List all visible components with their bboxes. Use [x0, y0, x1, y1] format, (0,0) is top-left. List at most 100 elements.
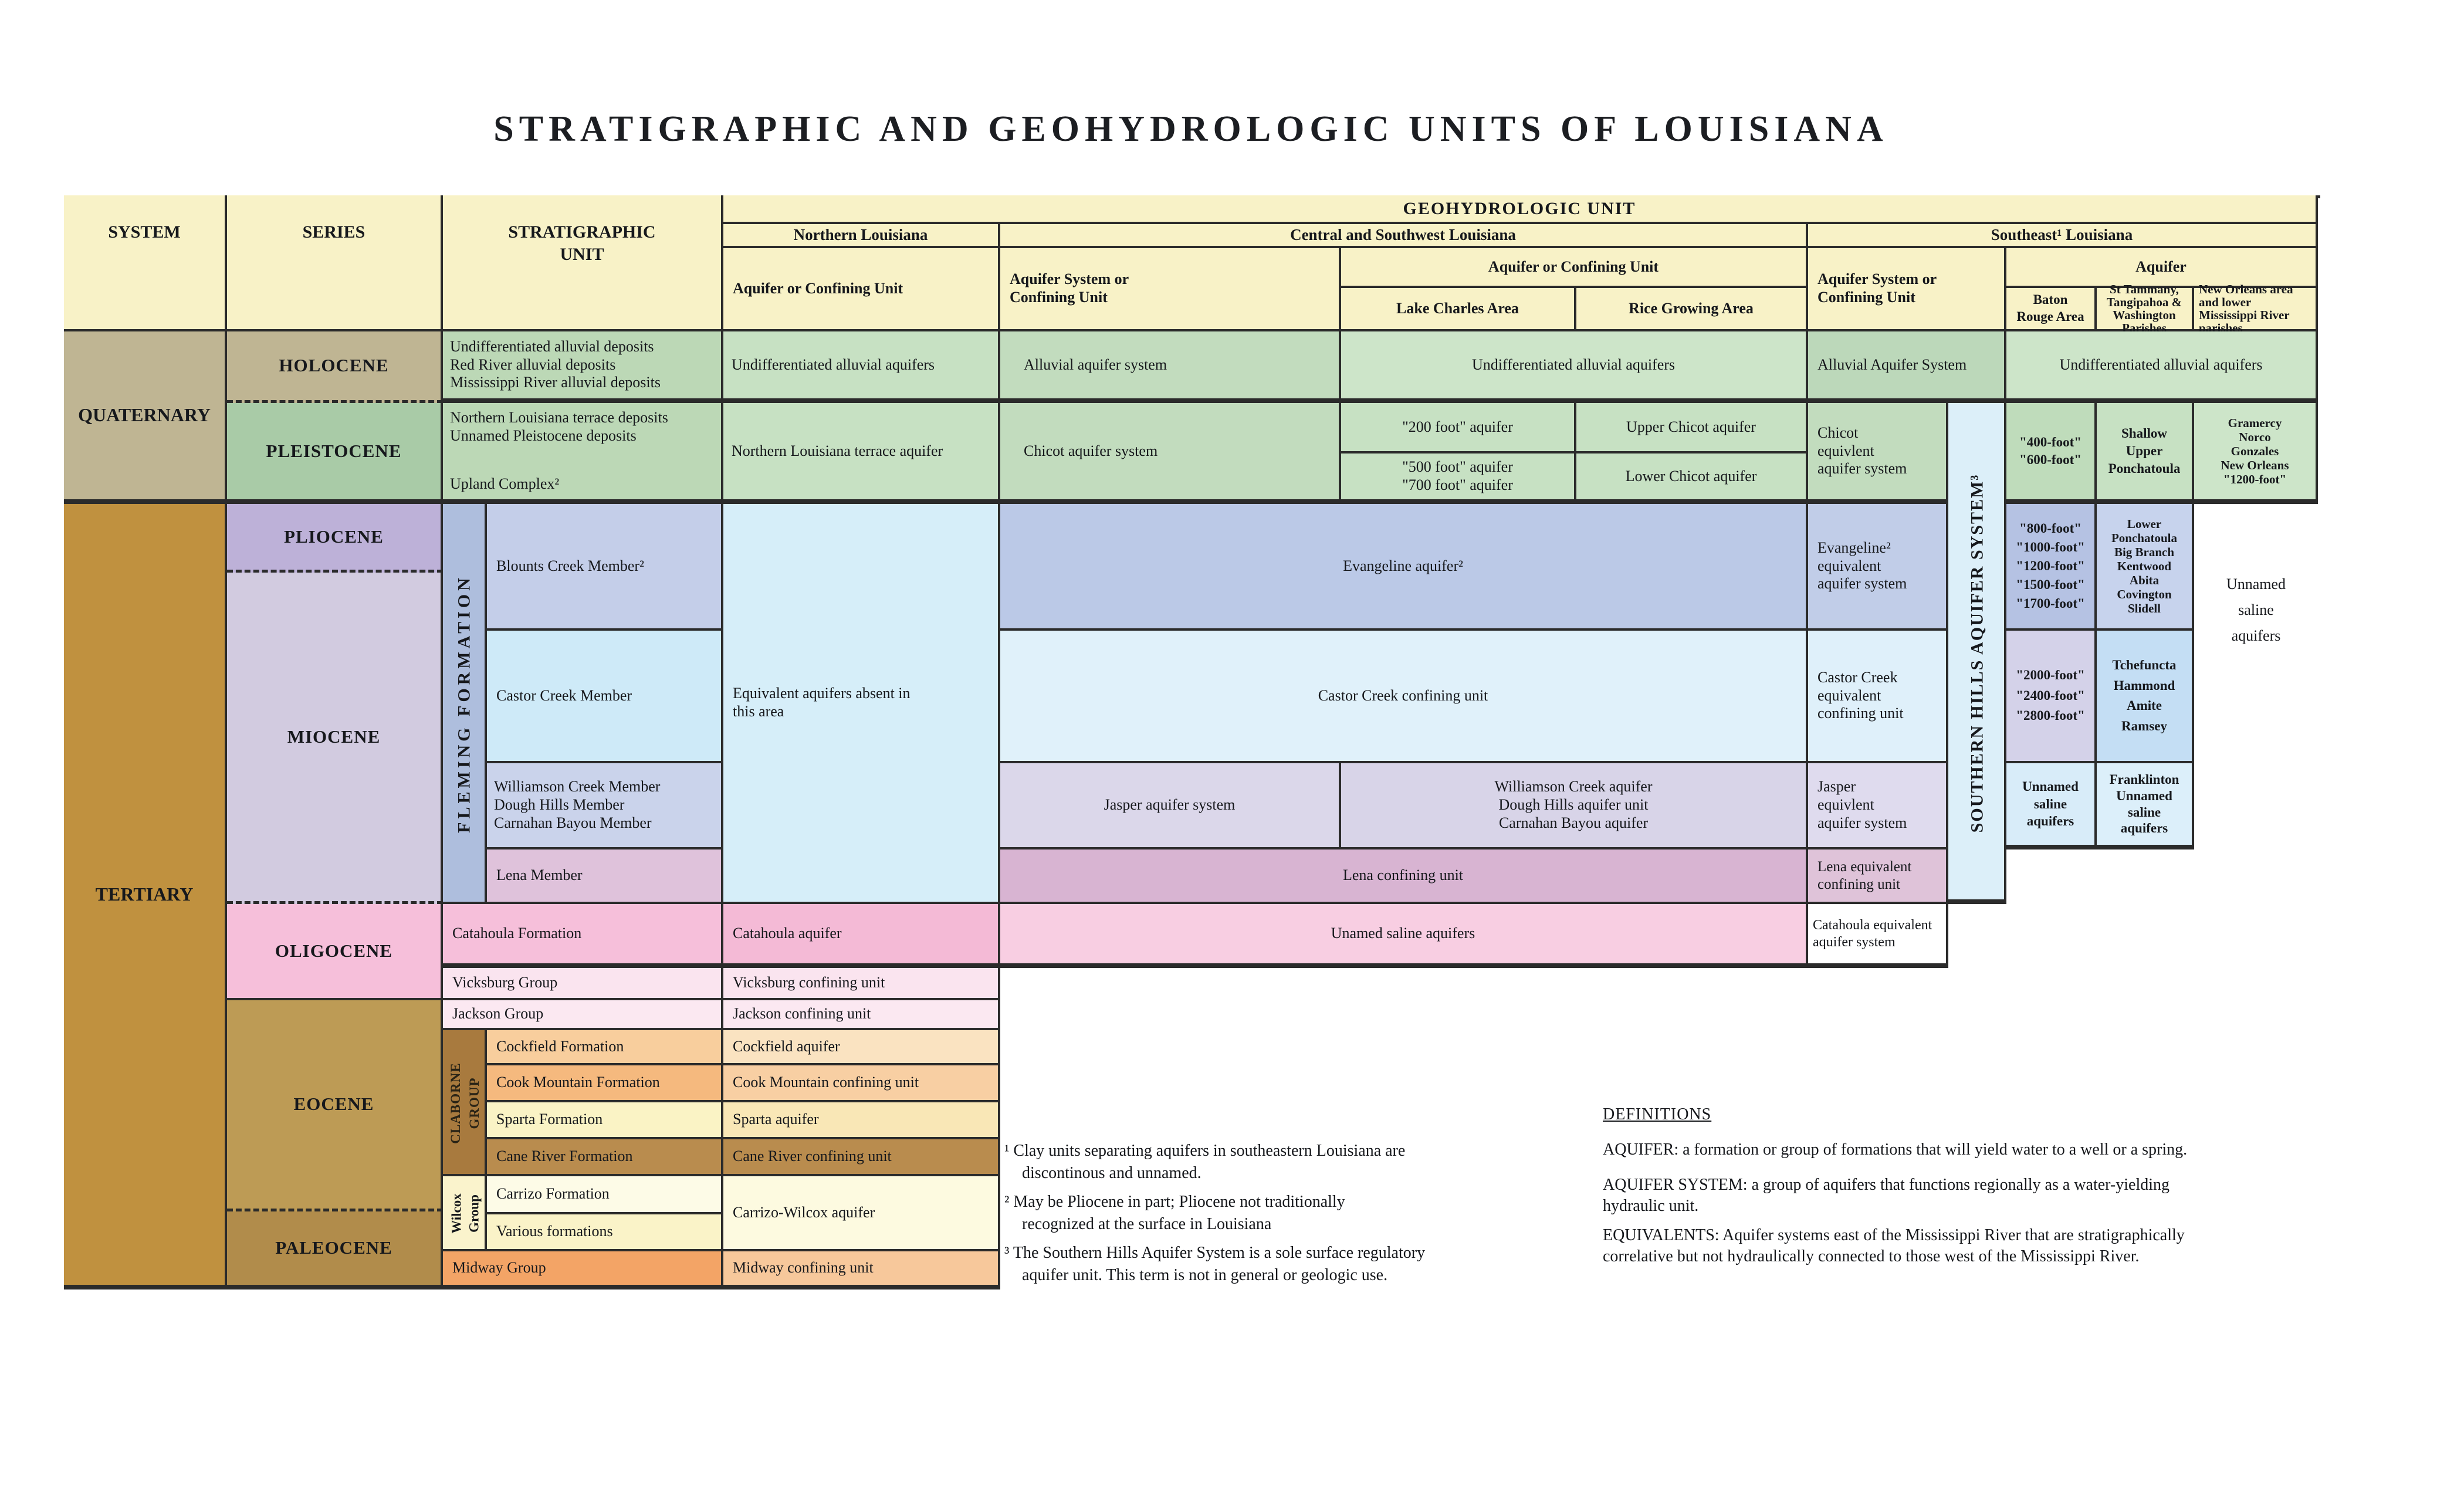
central-undiff-alluvial-aquifers: Undifferentiated alluvial aquifers [1341, 331, 1808, 403]
header-lake-charles-area: Lake Charles Area [1341, 288, 1576, 331]
se-lena-equivalent-confining: Lena equivalent confining unit [1808, 849, 1948, 904]
definition-equivalents: EQUIVALENTS: Aquifer systems east of the… [1603, 1226, 2185, 1266]
central-castor-creek-confining: Castor Creek confining unit [1000, 631, 1808, 763]
header-southeast-louisiana: Southeast¹ Louisiana [1808, 224, 2318, 248]
strat-cockfield-formation: Cockfield Formation [487, 1030, 723, 1065]
southern-hills-aquifer-system-vertical-label: SOUTHERN HILLS AQUIFER SYSTEM³ [1967, 473, 1987, 833]
system-tertiary: TERTIARY [64, 504, 227, 1289]
central-williamson-creek-aquifers: Williamson Creek aquifer Dough Hills aqu… [1341, 763, 1808, 849]
se-alluvial-aquifer-system: Alluvial Aquifer System [1808, 331, 2006, 403]
strat-pleistocene-deposits-list: Northern Louisiana terrace deposits Unna… [450, 409, 668, 444]
strat-jackson-group: Jackson Group [443, 1000, 723, 1030]
strat-catahoula-formation: Catahoula Formation [443, 904, 723, 968]
central-lena-confining: Lena confining unit [1000, 849, 1808, 904]
strat-claiborne-group-strip: CLABORNE GROUP [443, 1030, 487, 1176]
system-quaternary: QUATERNARY [64, 331, 227, 504]
strat-sparta-formation: Sparta Formation [487, 1102, 723, 1139]
lake-charles-500-700-foot-aquifers: "500 foot" aquifer "700 foot" aquifer [1341, 453, 1576, 504]
header-se-aquifer: Aquifer [2006, 248, 2318, 288]
strat-various-formations: Various formations [487, 1214, 723, 1251]
northern-jackson-confining: Jackson confining unit [723, 1000, 1000, 1030]
central-alluvial-aquifer-system: Alluvial aquifer system [1000, 331, 1341, 403]
strat-williamson-creek-members: Williamson Creek Member Dough Hills Memb… [487, 763, 723, 849]
central-unamed-saline-aquifers: Unamed saline aquifers [1000, 904, 1808, 968]
se-undiff-alluvial-aquifers: Undifferentiated alluvial aquifers [2006, 331, 2318, 403]
central-jasper-aquifer-system: Jasper aquifer system [1000, 763, 1341, 849]
header-central-aquifer-confining: Aquifer or Confining Unit [1341, 248, 1808, 288]
fleming-formation-vertical-label: FLEMING FORMATION [454, 574, 474, 833]
header-se-aquifer-system: Aquifer System or Confining Unit [1808, 248, 2006, 331]
strat-carrizo-formation: Carrizo Formation [487, 1176, 723, 1214]
header-system: SYSTEM [64, 195, 227, 331]
baton-rouge-unnamed-saline: Unnamed saline aquifers [2006, 763, 2097, 849]
st-tammany-shallow-upper-ponchatoula: Shallow Upper Ponchatoula [2097, 403, 2194, 504]
baton-rouge-800-1700-foot: "800-foot" "1000-foot" "1200-foot" "1500… [2006, 504, 2097, 631]
footnote-1: ¹ Clay units separating aquifers in sout… [1004, 1142, 1406, 1182]
strat-holocene-deposits: Undifferentiated alluvial deposits Red R… [443, 331, 723, 403]
se-castor-creek-equivalent-confining: Castor Creek equivalent confining unit [1808, 631, 1948, 763]
st-tammany-lower-ponchatoula-list: Lower Ponchatoula Big Branch Kentwood Ab… [2097, 504, 2194, 631]
header-geohydrologic-unit: GEOHYDROLOGIC UNIT [723, 195, 2318, 224]
series-holocene: HOLOCENE [227, 331, 443, 403]
header-central-southwest-louisiana: Central and Southwest Louisiana [1000, 224, 1808, 248]
baton-rouge-400-600-foot: "400-foot" "600-foot" [2006, 403, 2097, 504]
se-jasper-equivalent-system: Jasper equivlent aquifer system [1808, 763, 1948, 849]
northern-terrace-aquifer: Northern Louisiana terrace aquifer [723, 403, 1000, 504]
northern-carrizo-wilcox-aquifer: Carrizo-Wilcox aquifer [723, 1176, 1000, 1251]
lake-charles-200-foot-aquifer: "200 foot" aquifer [1341, 403, 1576, 453]
st-tammany-tchefuncta-list: Tchefuncta Hammond Amite Ramsey [2097, 631, 2194, 763]
strat-vicksburg-group: Vicksburg Group [443, 968, 723, 1000]
series-paleocene: PALEOCENE [227, 1211, 443, 1289]
strat-blounts-creek-member: Blounts Creek Member² [487, 504, 723, 631]
strat-cook-mountain-formation: Cook Mountain Formation [487, 1065, 723, 1102]
se-southern-hills-strip: SOUTHERN HILLS AQUIFER SYSTEM³ [1948, 403, 2006, 904]
northern-cane-river-confining: Cane River confining unit [723, 1139, 1000, 1176]
footnote-2: ² May be Pliocene in part; Pliocene not … [1004, 1193, 1345, 1233]
rice-lower-chicot-aquifer: Lower Chicot aquifer [1576, 453, 1808, 504]
strat-wilcox-group-strip: Wilcox Group [443, 1176, 487, 1251]
strat-lena-member: Lena Member [487, 849, 723, 904]
strat-castor-creek-member: Castor Creek Member [487, 631, 723, 763]
new-orleans-unnamed-saline-aquifers: Unnamed saline aquifers [2226, 575, 2286, 645]
header-new-orleans-area: New Orleans area and lower Mississippi R… [2194, 283, 2318, 334]
header-baton-rouge-area: Baton Rouge Area [2006, 288, 2097, 331]
northern-cockfield-aquifer: Cockfield aquifer [723, 1030, 1000, 1065]
strat-pleistocene-deposits: Northern Louisiana terrace deposits Unna… [443, 403, 723, 504]
northern-undiff-alluvial-aquifers: Undifferentiated alluvial aquifers [723, 331, 1000, 403]
central-evangeline-aquifer: Evangeline aquifer² [1000, 504, 1808, 631]
claiborne-group-vertical-label: CLABORNE GROUP [448, 1062, 482, 1144]
definition-aquifer-system: AQUIFER SYSTEM: a group of aquifers that… [1603, 1176, 2170, 1216]
northern-cook-mountain-confining: Cook Mountain confining unit [723, 1065, 1000, 1102]
se-catahoula-equivalent-system: Catahoula equivalent aquifer system [1808, 904, 1948, 968]
northern-equivalent-aquifers-absent: Equivalent aquifers absent in this area [723, 504, 1000, 904]
header-northern-aquifer-confining: Aquifer or Confining Unit [723, 248, 1000, 331]
northern-catahoula-aquifer: Catahoula aquifer [723, 904, 1000, 968]
header-central-aquifer-system: Aquifer System or Confining Unit [1000, 248, 1341, 331]
strat-cane-river-formation: Cane River Formation [487, 1139, 723, 1176]
rice-upper-chicot-aquifer: Upper Chicot aquifer [1576, 403, 1808, 453]
header-st-tammany-parishes: St Tammany, Tangipahoa & Washington Pari… [2097, 283, 2194, 334]
series-miocene: MIOCENE [227, 573, 443, 904]
header-stratigraphic-unit: STRATIGRAPHIC UNIT [443, 195, 723, 331]
definition-aquifer: AQUIFER: a formation or group of formati… [1603, 1140, 2188, 1159]
baton-rouge-2000-2800-foot: "2000-foot" "2400-foot" "2800-foot" [2006, 631, 2097, 763]
se-evangeline-equivalent-system: Evangeline² equivalent aquifer system [1808, 504, 1948, 631]
definitions-heading: DEFINITIONS [1603, 1105, 1712, 1123]
northern-midway-confining: Midway confining unit [723, 1251, 1000, 1289]
strat-fleming-formation-strip: FLEMING FORMATION [443, 504, 487, 904]
series-oligocene: OLIGOCENE [227, 904, 443, 1000]
strat-midway-group: Midway Group [443, 1251, 723, 1289]
header-northern-louisiana: Northern Louisiana [723, 224, 1000, 248]
series-pleistocene: PLEISTOCENE [227, 403, 443, 504]
strat-upland-complex: Upland Complex² [450, 475, 560, 493]
footnote-3: ³ The Southern Hills Aquifer System is a… [1004, 1244, 1426, 1284]
wilcox-group-vertical-label: Wilcox Group [449, 1193, 481, 1234]
header-rice-growing-area: Rice Growing Area [1576, 288, 1808, 331]
central-chicot-aquifer-system: Chicot aquifer system [1000, 403, 1341, 504]
northern-vicksburg-confining: Vicksburg confining unit [723, 968, 1000, 1000]
northern-sparta-aquifer: Sparta aquifer [723, 1102, 1000, 1139]
series-eocene: EOCENE [227, 1000, 443, 1211]
header-series: SERIES [227, 195, 443, 331]
st-tammany-franklinton-saline: Franklinton Unnamed saline aquifers [2097, 763, 2194, 849]
